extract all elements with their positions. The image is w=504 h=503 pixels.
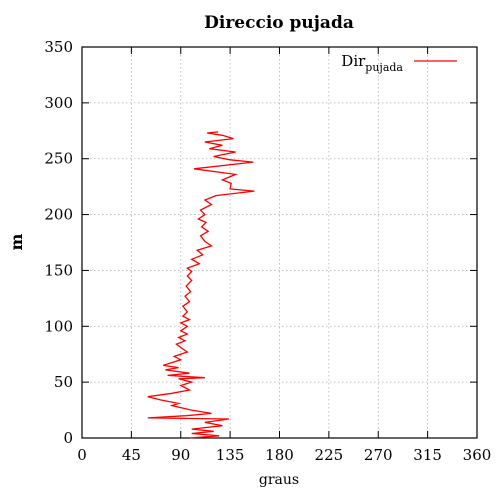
y-tick-label: 350 bbox=[44, 38, 73, 56]
plot-frame bbox=[81, 46, 478, 439]
chart-title: Direccio pujada bbox=[204, 13, 354, 33]
y-tick-label: 300 bbox=[44, 94, 73, 112]
y-tick-label: 0 bbox=[63, 429, 73, 447]
legend: Dirpujada bbox=[341, 52, 457, 74]
x-tick-label: 315 bbox=[413, 446, 442, 464]
legend-label: Dirpujada bbox=[341, 52, 403, 74]
y-tick-label: 250 bbox=[44, 150, 73, 168]
x-axis-label: graus bbox=[259, 472, 299, 488]
x-tick-label: 0 bbox=[77, 446, 87, 464]
y-axis-label: m bbox=[7, 233, 26, 250]
grid bbox=[82, 47, 477, 438]
x-tick-label: 270 bbox=[364, 446, 393, 464]
x-tick-label: 45 bbox=[122, 446, 141, 464]
x-tick-label: 135 bbox=[216, 446, 245, 464]
y-tick-label: 100 bbox=[44, 317, 73, 335]
y-tick-label: 50 bbox=[54, 373, 73, 391]
x-tick-label: 360 bbox=[463, 446, 492, 464]
x-tick-label: 90 bbox=[171, 446, 190, 464]
x-tick-label: 225 bbox=[315, 446, 344, 464]
series-line bbox=[147, 131, 255, 439]
legend-label-main: Dir bbox=[341, 52, 366, 70]
x-tick-label: 180 bbox=[265, 446, 294, 464]
y-tick-label: 150 bbox=[44, 261, 73, 279]
y-tick-label: 200 bbox=[44, 206, 73, 224]
tick-labels: 0 45 90 135 180 225 270 315 360 0 50 100 150 200 250 30… bbox=[44, 38, 491, 464]
legend-label-subscript: pujada bbox=[365, 61, 403, 74]
